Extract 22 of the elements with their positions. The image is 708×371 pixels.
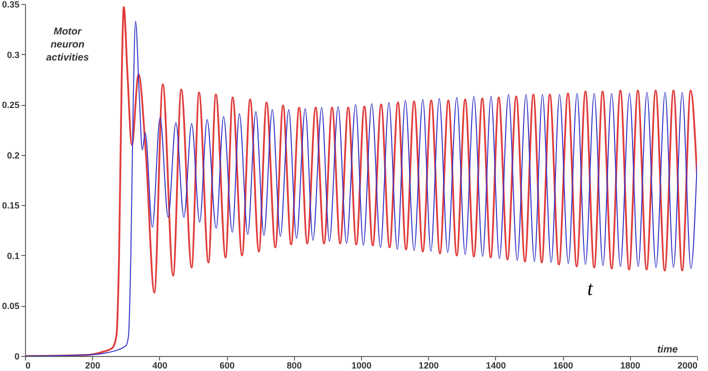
x-tick-label: 1600: [553, 360, 574, 370]
x-tick-label: 2000: [677, 360, 698, 370]
x-tick-label: 200: [85, 360, 100, 370]
x-tick-label: 1200: [418, 360, 439, 370]
x-tick-label: 1000: [351, 360, 372, 370]
x-tick-label: 1800: [620, 360, 640, 370]
y-tick-label: 0.15: [2, 200, 20, 211]
x-tick-label: 800: [286, 360, 302, 370]
y-tick-label: 0.3: [6, 50, 20, 60]
y-tick-label: 0.05: [2, 301, 20, 312]
y-tick-label: 0.35: [2, 0, 20, 10]
y-axis-title: Motor neuron activities: [46, 26, 90, 64]
x-tick-label: 600: [220, 360, 235, 370]
y-tick-label: 0.1: [6, 250, 20, 261]
y-tick-label: 0.25: [2, 100, 20, 110]
y-tick-label: 0: [14, 352, 20, 362]
x-axis-title: time: [657, 344, 678, 356]
x-tick-label: 1400: [486, 360, 506, 370]
x-tick-label: 400: [152, 360, 168, 370]
x-tick-label: 0: [26, 360, 31, 370]
y-tick-label: 0.2: [6, 150, 20, 160]
annotation: t: [587, 278, 594, 300]
